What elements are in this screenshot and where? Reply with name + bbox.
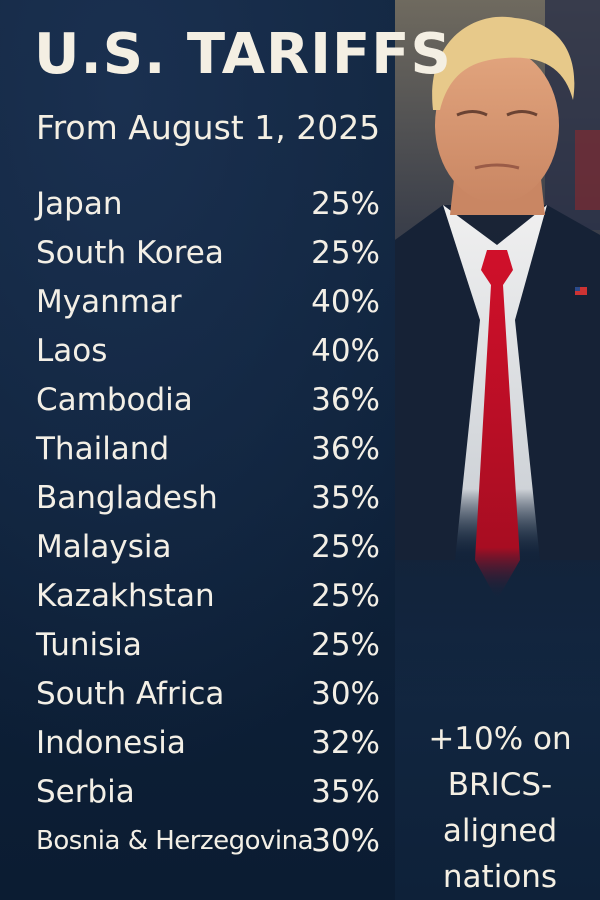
tariff-row: Serbia 35% <box>36 768 386 817</box>
tariff-row: Kazakhstan 25% <box>36 572 386 621</box>
effective-date-subtitle: From August 1, 2025 <box>36 108 381 147</box>
country-name: South Africa <box>36 676 225 712</box>
tariff-row: Bangladesh 35% <box>36 474 386 523</box>
tariff-rate: 32% <box>311 725 380 761</box>
tariff-rate: 36% <box>311 382 380 418</box>
tariff-row: South Africa 30% <box>36 670 386 719</box>
country-name: Cambodia <box>36 382 193 418</box>
tariff-row: Tunisia 25% <box>36 621 386 670</box>
tariff-rate: 30% <box>311 676 380 712</box>
brics-note-line: nations <box>442 859 558 895</box>
country-name: South Korea <box>36 235 224 271</box>
country-name: Bosnia & Herzegovina <box>36 826 314 856</box>
tariff-rate: 25% <box>311 578 380 614</box>
tariff-list: Japan 25% South Korea 25% Myanmar 40% La… <box>36 180 386 866</box>
tariff-row: Malaysia 25% <box>36 523 386 572</box>
tariff-row: Japan 25% <box>36 180 386 229</box>
tariff-rate: 35% <box>311 480 380 516</box>
brics-note-line: +10% on <box>428 721 572 757</box>
country-name: Tunisia <box>36 627 142 663</box>
tariff-rate: 35% <box>311 774 380 810</box>
page-title: U.S. TARIFFS <box>34 22 452 87</box>
tariff-rate: 25% <box>311 186 380 222</box>
country-name: Thailand <box>36 431 170 467</box>
tariff-row: Laos 40% <box>36 327 386 376</box>
tariff-row: Thailand 36% <box>36 425 386 474</box>
tariff-rate: 40% <box>311 333 380 369</box>
tariff-rate: 25% <box>311 235 380 271</box>
tariff-rate: 25% <box>311 529 380 565</box>
tariff-row: South Korea 25% <box>36 229 386 278</box>
country-name: Malaysia <box>36 529 172 565</box>
country-name: Laos <box>36 333 108 369</box>
tariff-rate: 25% <box>311 627 380 663</box>
country-name: Myanmar <box>36 284 182 320</box>
brics-note-line: aligned <box>442 813 558 849</box>
country-name: Serbia <box>36 774 135 810</box>
tariff-row: Indonesia 32% <box>36 719 386 768</box>
country-name: Japan <box>36 186 123 222</box>
country-name: Kazakhstan <box>36 578 215 614</box>
brics-note-line: BRICS- <box>447 767 553 803</box>
tariff-rate: 36% <box>311 431 380 467</box>
tariff-row: Cambodia 36% <box>36 376 386 425</box>
tariff-row: Bosnia & Herzegovina 30% <box>36 817 386 866</box>
tariff-row: Myanmar 40% <box>36 278 386 327</box>
tariff-rate: 40% <box>311 284 380 320</box>
tariff-rate: 30% <box>311 823 380 859</box>
country-name: Indonesia <box>36 725 186 761</box>
brics-note: +10% on BRICS- aligned nations <box>410 716 590 900</box>
country-name: Bangladesh <box>36 480 218 516</box>
portrait-photo <box>395 0 600 900</box>
